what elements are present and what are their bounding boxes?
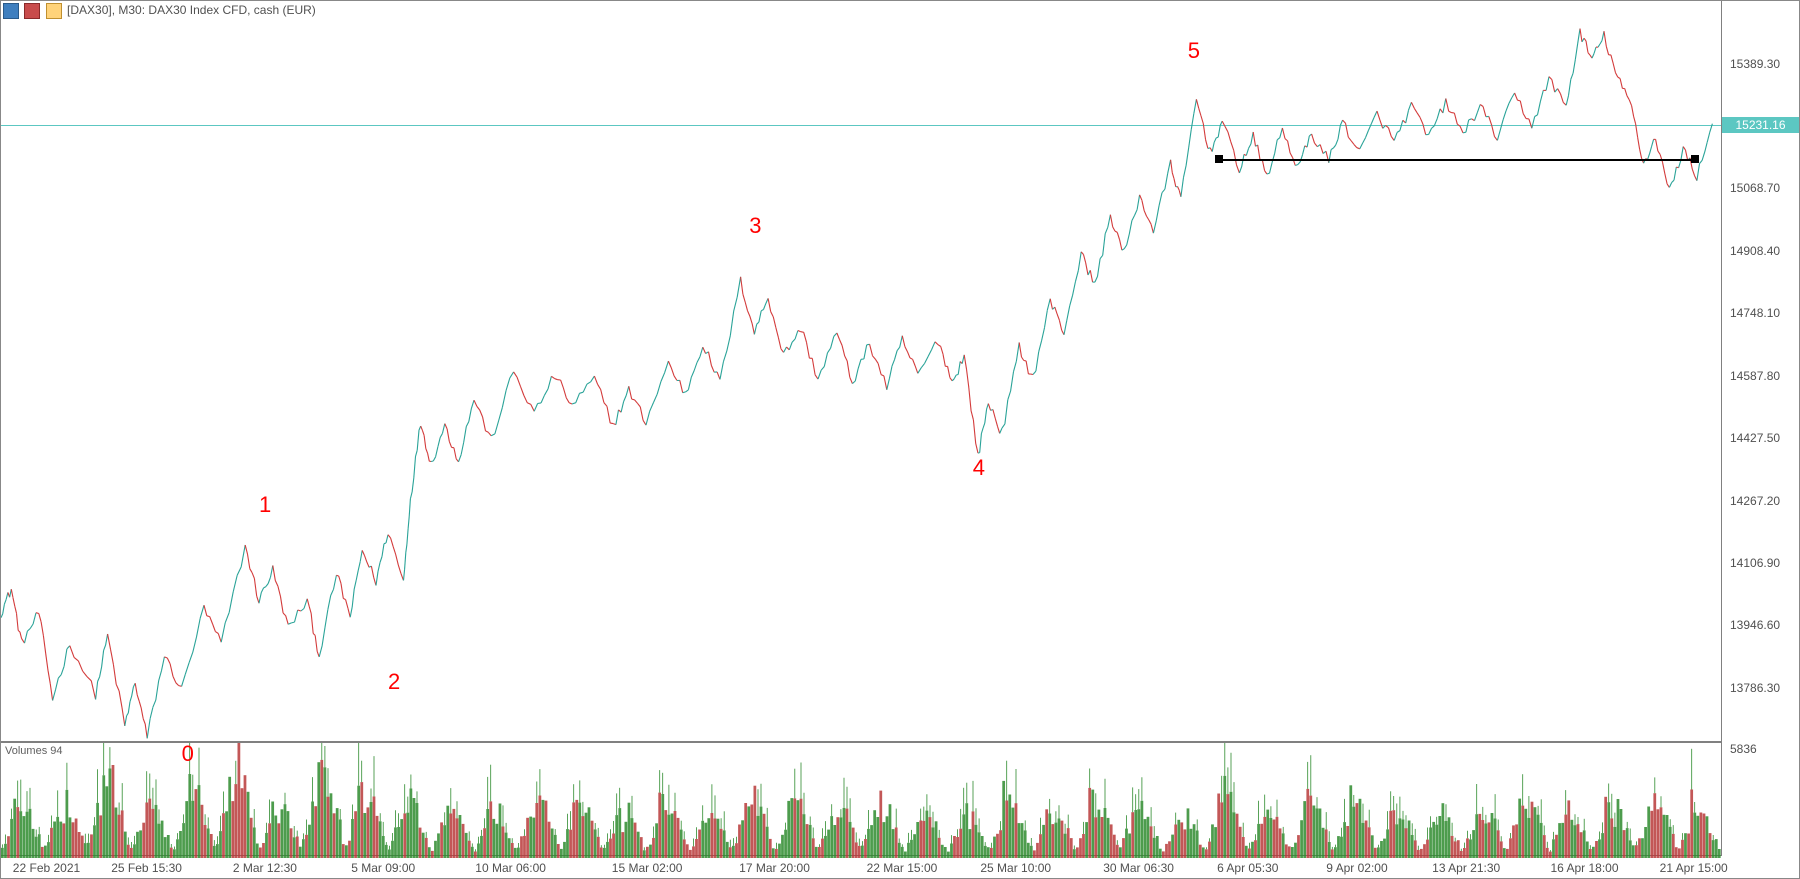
current-price-value: 15231.16	[1735, 118, 1785, 132]
x-tick-label: 22 Mar 15:00	[867, 861, 938, 875]
x-tick-label: 30 Mar 06:30	[1103, 861, 1174, 875]
y-tick-label: 14587.80	[1730, 369, 1780, 383]
current-price-badge: 15231.16	[1722, 117, 1799, 133]
black-line-handle-left[interactable]	[1215, 155, 1223, 163]
title-icon-3	[46, 3, 62, 19]
x-tick-label: 10 Mar 06:00	[475, 861, 546, 875]
volume-panel[interactable]: Volumes 94	[1, 741, 1721, 856]
y-tick-label: 15389.30	[1730, 57, 1780, 71]
chart-title-text: [DAX30], M30: DAX30 Index CFD, cash (EUR…	[67, 3, 316, 17]
y-axis: 15231.16 13786.30 13946.60 14106.90 14267.2…	[1721, 1, 1799, 856]
x-tick-label: 16 Apr 18:00	[1550, 861, 1618, 875]
x-tick-label: 6 Apr 05:30	[1217, 861, 1278, 875]
y-tick-label: 14908.40	[1730, 244, 1780, 258]
y-tick-label: 14267.20	[1730, 494, 1780, 508]
x-tick-label: 25 Mar 10:00	[980, 861, 1051, 875]
elliott-wave-label: 1	[259, 492, 271, 518]
x-tick-label: 17 Mar 20:00	[739, 861, 810, 875]
price-line-svg	[1, 1, 1721, 741]
x-tick-label: 21 Apr 15:00	[1660, 861, 1728, 875]
elliott-wave-label: 2	[388, 669, 400, 695]
x-axis: 22 Feb 2021 25 Feb 15:30 2 Mar 12:30 5 Mar …	[1, 855, 1721, 878]
elliott-wave-label: 3	[749, 213, 761, 239]
y-tick-label: 13786.30	[1730, 681, 1780, 695]
x-tick-label: 9 Apr 02:00	[1326, 861, 1387, 875]
x-tick-label: 2 Mar 12:30	[233, 861, 297, 875]
drawn-black-line[interactable]	[1219, 159, 1695, 161]
y-tick-label: 14106.90	[1730, 556, 1780, 570]
y-tick-label: 15068.70	[1730, 181, 1780, 195]
x-tick-label: 25 Feb 15:30	[111, 861, 182, 875]
y-tick-label: 14427.50	[1730, 431, 1780, 445]
y-tick-label: 14748.10	[1730, 306, 1780, 320]
price-panel[interactable]: 012345	[1, 1, 1721, 741]
title-icon-2	[24, 3, 40, 19]
x-tick-label: 5 Mar 09:00	[351, 861, 415, 875]
chart-title-bar: [DAX30], M30: DAX30 Index CFD, cash (EUR…	[3, 3, 316, 21]
x-tick-label: 13 Apr 21:30	[1432, 861, 1500, 875]
x-tick-label: 22 Feb 2021	[13, 861, 80, 875]
title-icon-1	[3, 3, 19, 19]
x-tick-label: 15 Mar 02:00	[612, 861, 683, 875]
volume-bars-svg	[1, 743, 1721, 858]
volume-max-label: 5836	[1730, 742, 1757, 756]
elliott-wave-label: 4	[973, 455, 985, 481]
y-tick-label: 13946.60	[1730, 618, 1780, 632]
chart-root[interactable]: [DAX30], M30: DAX30 Index CFD, cash (EUR…	[0, 0, 1800, 879]
elliott-wave-label: 0	[182, 741, 194, 767]
elliott-wave-label: 5	[1188, 38, 1200, 64]
black-line-handle-right[interactable]	[1691, 155, 1699, 163]
